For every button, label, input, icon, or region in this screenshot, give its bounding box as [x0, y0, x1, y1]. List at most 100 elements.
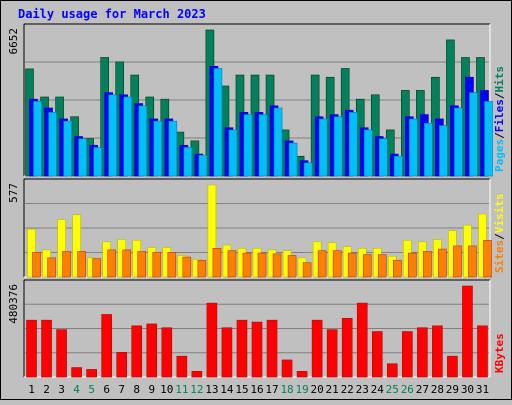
legend-separator: /	[493, 132, 506, 139]
bar-sites	[107, 249, 116, 278]
bar-sites	[212, 247, 222, 278]
x-tick-label: 16	[250, 383, 263, 396]
legend-separator: /	[493, 92, 506, 99]
x-tick-label: 18	[280, 383, 293, 396]
bar-pages	[33, 101, 42, 177]
bar-kbytes	[341, 317, 353, 378]
right-legend: Sites/Visits	[493, 194, 506, 274]
legend-label-pages: Pages	[493, 139, 506, 172]
bar-pages	[243, 114, 253, 177]
bar-visits	[57, 219, 66, 278]
bar-sites	[438, 248, 447, 278]
bar-pages	[48, 112, 57, 177]
x-tick-label: 26	[401, 383, 414, 396]
bar-sites	[392, 259, 402, 278]
x-tick-label: 13	[205, 383, 218, 396]
bar-pages	[213, 68, 223, 177]
x-axis-labels: 1 2 3 4 5 6 7 8 9 10 11 12 13 14 15 16 17 18 19 20 21 22 23 24 2…	[28, 383, 489, 396]
bar-sites	[77, 251, 86, 278]
x-tick-label: 9	[148, 383, 155, 396]
bar-kbytes	[477, 325, 488, 378]
x-tick-label: 3	[58, 383, 65, 396]
bar-kbytes	[101, 314, 112, 378]
x-tick-label: 28	[431, 383, 444, 396]
bar-kbytes	[56, 329, 67, 378]
bar-sites	[197, 259, 207, 278]
bar-pages	[439, 125, 448, 177]
x-tick-label: 15	[235, 383, 248, 396]
bar-kbytes	[131, 325, 143, 378]
bar-kbytes	[386, 363, 398, 378]
bar-kbytes	[86, 369, 97, 378]
x-tick-label: 14	[220, 383, 234, 396]
bar-pages	[123, 96, 133, 177]
bar-pages	[454, 107, 463, 177]
x-tick-label: 30	[461, 383, 474, 396]
x-tick-label: 31	[476, 383, 489, 396]
bar-pages	[93, 147, 102, 177]
x-tick-label: 6	[103, 383, 110, 396]
bar-kbytes	[311, 319, 323, 378]
bar-pages	[63, 120, 72, 177]
max-value-label: 6652	[7, 28, 20, 55]
bar-sites	[468, 245, 477, 278]
bar-kbytes	[432, 325, 443, 378]
bar-sites	[47, 257, 56, 278]
bar-sites	[423, 251, 432, 278]
bar-sites	[242, 252, 252, 278]
bar-pages	[348, 112, 358, 177]
bar-pages	[484, 101, 493, 177]
bar-kbytes	[176, 355, 188, 378]
legend-label-files: Files	[493, 99, 506, 132]
bar-sites	[182, 256, 192, 278]
x-tick-label: 1	[28, 383, 35, 396]
bar-pages	[409, 118, 418, 177]
bar-kbytes	[402, 331, 413, 378]
x-tick-label: 24	[371, 383, 385, 396]
legend-text: Sites/Visits	[493, 194, 506, 274]
legend-text: KBytes	[493, 333, 506, 373]
series-bars	[25, 29, 493, 177]
bar-sites	[332, 250, 342, 278]
bar-sites	[257, 252, 267, 278]
bar-pages	[258, 114, 268, 177]
x-tick-label: 12	[190, 383, 203, 396]
x-tick-label: 20	[311, 383, 324, 396]
bar-sites	[122, 249, 132, 278]
bar-kbytes	[462, 285, 473, 378]
bar-sites	[272, 253, 282, 278]
chart-title: Daily usage for March 2023	[18, 7, 206, 21]
bar-kbytes	[251, 321, 263, 378]
legend-label-kbytes: KBytes	[493, 333, 506, 373]
x-tick-label: 8	[133, 383, 140, 396]
bar-sites	[408, 252, 417, 278]
bar-pages	[168, 120, 178, 177]
bar-pages	[153, 120, 163, 177]
bar-kbytes	[71, 367, 82, 378]
max-value-label: 480376	[7, 284, 20, 324]
bar-kbytes	[266, 319, 278, 378]
legend-label-hits: Hits	[493, 66, 506, 93]
x-tick-label: 7	[118, 383, 125, 396]
bar-kbytes	[296, 371, 308, 378]
series-bars	[26, 285, 488, 378]
bar-sites	[362, 254, 372, 278]
chart-panels: 6652Pages/Files/Hits577Sites/Visits48037…	[7, 23, 506, 378]
bar-pages	[424, 123, 433, 177]
x-tick-label: 21	[326, 383, 339, 396]
bar-kbytes	[281, 359, 293, 378]
bar-sites	[62, 251, 71, 278]
right-legend: Pages/Files/Hits	[493, 66, 506, 172]
bar-kbytes	[221, 327, 233, 378]
legend-label-sites: Sites	[493, 240, 506, 273]
bar-pages	[273, 107, 283, 177]
panel-bottom: 480376 KBytes	[7, 279, 506, 378]
bar-pages	[138, 105, 148, 177]
bar-kbytes	[236, 319, 248, 378]
bar-pages	[393, 155, 403, 177]
bar-sites	[227, 250, 237, 278]
bar-sites	[483, 240, 492, 278]
bar-sites	[137, 251, 147, 278]
x-tick-label: 29	[446, 383, 459, 396]
